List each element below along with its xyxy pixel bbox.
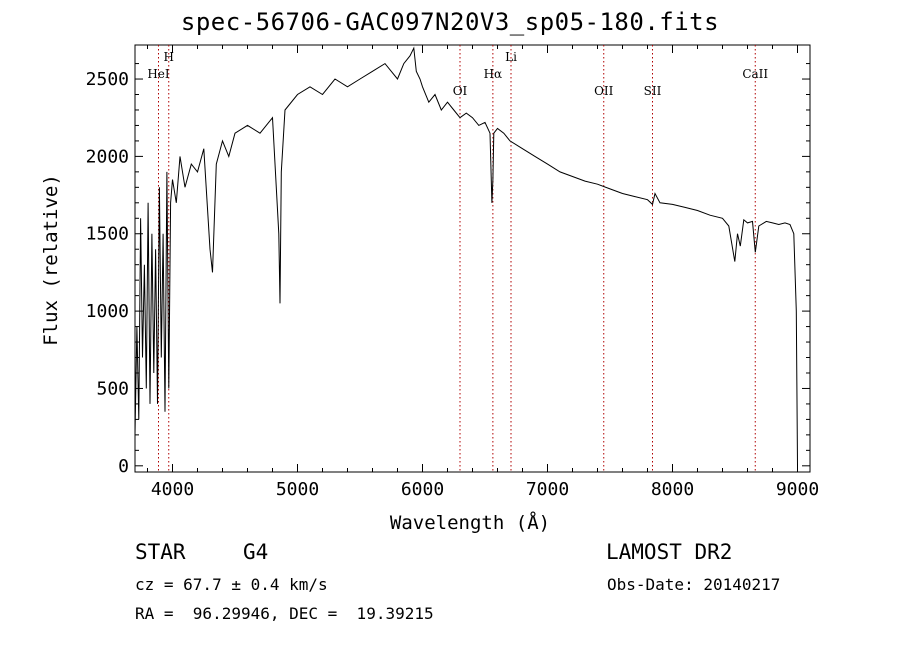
y-tick-label-1: 500 xyxy=(96,378,129,399)
line-label-4: Li xyxy=(505,50,517,64)
x-tick-label-3: 7000 xyxy=(526,479,569,500)
y-axis-label: Flux (relative) xyxy=(40,174,62,346)
y-tick-label-0: 0 xyxy=(118,456,129,477)
coordinates: RA = 96.29946, DEC = 19.39215 xyxy=(135,604,434,623)
line-label-2: OI xyxy=(453,84,468,98)
line-label-3: Hα xyxy=(484,67,503,81)
obs-date: Obs-Date: 20140217 xyxy=(607,575,781,594)
line-label-5: OII xyxy=(594,84,614,98)
object-class: STAR xyxy=(135,540,186,564)
y-axis: 0 500 1000 1500 2000 2500 xyxy=(86,63,810,477)
survey-name: LAMOST DR2 xyxy=(606,540,733,564)
y-tick-label-4: 2000 xyxy=(86,146,129,167)
x-tick-label-0: 4000 xyxy=(151,479,194,500)
line-label-6: SII xyxy=(644,84,662,98)
spectrum-series xyxy=(134,46,798,466)
line-label-7: CaII xyxy=(742,67,768,81)
x-tick-label-5: 9000 xyxy=(776,479,819,500)
line-label-1: H xyxy=(164,50,174,64)
x-tick-label-4: 8000 xyxy=(651,479,694,500)
velocity: cz = 67.7 ± 0.4 km/s xyxy=(135,575,328,594)
object-subclass: G4 xyxy=(243,540,269,564)
y-tick-label-5: 2500 xyxy=(86,69,129,90)
line-label-0: HeI xyxy=(147,67,170,81)
x-axis-label: Wavelength (Å) xyxy=(390,511,550,534)
plot-area-border xyxy=(134,44,811,473)
plot-frame xyxy=(134,44,811,473)
chart-title: spec-56706-GAC097N20V3_sp05-180.fits xyxy=(180,8,720,36)
x-tick-label-2: 6000 xyxy=(401,479,444,500)
y-tick-label-3: 1500 xyxy=(86,224,129,245)
y-tick-label-2: 1000 xyxy=(86,301,129,322)
x-axis: 4000 5000 6000 7000 8000 9000 xyxy=(147,45,819,500)
spectrum-line xyxy=(134,46,798,466)
x-tick-label-1: 5000 xyxy=(276,479,319,500)
